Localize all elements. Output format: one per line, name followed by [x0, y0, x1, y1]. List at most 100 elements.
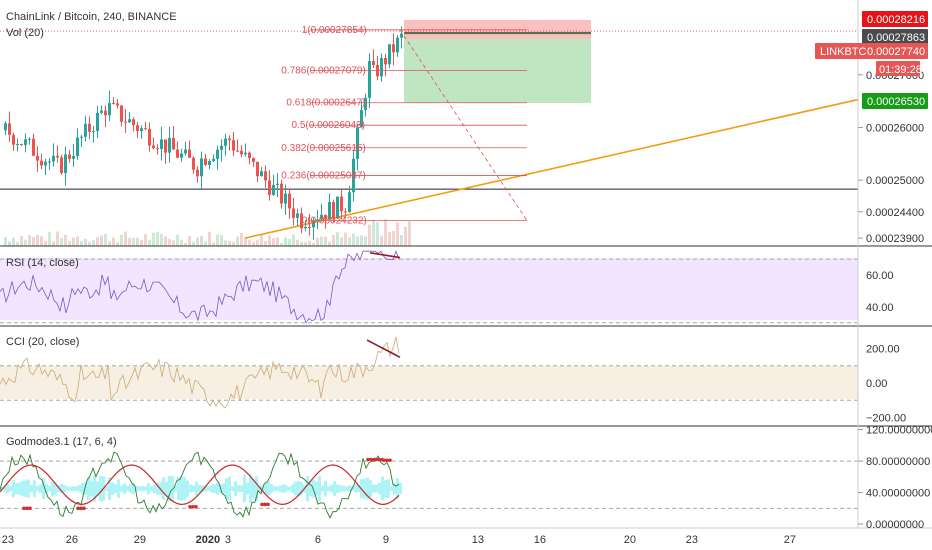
godmode-histogram-bar — [333, 481, 336, 497]
rsi-title: RSI (14, close) — [6, 257, 79, 269]
volume-bar — [136, 237, 139, 246]
candle — [236, 150, 239, 152]
candle — [224, 138, 227, 146]
candle — [108, 103, 111, 116]
rsi-tick: 40.00 — [866, 302, 894, 314]
candle — [48, 161, 51, 163]
volume-bar — [44, 240, 47, 246]
price-pane[interactable]: 1(0.00027854) 0.786(0.00027079) 0.618(0.00… — [0, 25, 859, 246]
candle — [12, 134, 15, 145]
candle — [88, 123, 91, 132]
volume-bar — [224, 240, 227, 246]
godmode-histogram-bar — [156, 482, 159, 495]
godmode-histogram-bar — [309, 480, 312, 497]
volume-bar — [308, 240, 311, 246]
time-tick: 26 — [66, 534, 78, 546]
godmode-pane[interactable] — [0, 451, 858, 519]
godmode-histogram-bar — [81, 483, 84, 495]
cci-pane[interactable] — [0, 336, 858, 409]
cci-band — [0, 366, 858, 399]
godmode-histogram-bar — [45, 483, 48, 494]
candle — [192, 157, 195, 170]
candle — [152, 145, 155, 149]
candle — [400, 33, 403, 38]
godmode-title: Godmode3.1 (17, 6, 4) — [6, 436, 117, 448]
volume-bar — [204, 241, 207, 246]
godmode-histogram-bar — [60, 484, 63, 494]
volume-bar — [316, 237, 319, 246]
trendline — [244, 98, 859, 239]
godmode-histogram-bar — [117, 479, 120, 498]
time-tick: 13 — [472, 534, 484, 546]
godmode-histogram-bar — [105, 486, 108, 492]
volume-bar — [256, 240, 259, 246]
time-tick: 2020 — [196, 534, 220, 546]
godmode-histogram-bar — [390, 486, 393, 492]
candle — [84, 123, 87, 137]
candle — [392, 44, 395, 53]
godmode-histogram-bar — [72, 486, 75, 492]
godmode-histogram-bar — [234, 481, 237, 497]
candle — [156, 148, 159, 150]
volume-bar — [364, 236, 367, 246]
volume-bar — [400, 235, 403, 246]
godmode-histogram-bar — [324, 480, 327, 497]
godmode-histogram-bar — [180, 476, 183, 501]
rsi-pane[interactable] — [0, 249, 858, 324]
volume-bar — [196, 237, 199, 246]
volume-bar — [108, 241, 111, 246]
svg-text:LINKBTC: LINKBTC — [820, 46, 867, 58]
candle — [104, 110, 107, 116]
volume-bar — [176, 234, 179, 246]
godmode-histogram-bar — [87, 477, 90, 500]
godmode-histogram-bar — [270, 483, 273, 494]
godmode-signal-dot — [260, 502, 264, 507]
godmode-histogram-bar — [231, 486, 234, 491]
candle — [356, 127, 359, 159]
godmode-histogram-bar — [114, 484, 117, 494]
volume-bar — [52, 241, 55, 246]
godmode-histogram-bar — [267, 481, 270, 496]
candle — [180, 153, 183, 158]
candle — [168, 137, 171, 153]
volume-bar — [68, 240, 71, 246]
rsi-divergence-line — [369, 251, 401, 259]
godmode-tick: 120.00000000 — [866, 425, 932, 437]
volume-bar — [168, 239, 171, 246]
svg-text:0.00027863: 0.00027863 — [867, 32, 925, 44]
godmode-histogram-bar — [0, 486, 3, 491]
candle — [380, 58, 383, 77]
godmode-histogram-bar — [12, 480, 15, 498]
godmode-histogram-bar — [222, 483, 225, 494]
godmode-signal-dot — [366, 457, 370, 462]
candle — [8, 123, 11, 135]
target-price-tag: 0.00026530 — [862, 93, 928, 109]
volume-bar — [360, 235, 363, 246]
candle — [124, 121, 127, 123]
godmode-histogram-bar — [312, 479, 315, 498]
godmode-histogram-bar — [150, 486, 153, 492]
fib-trend-line — [399, 29, 528, 221]
cci-tick: 0.00 — [866, 378, 887, 390]
godmode-signal-dot — [377, 457, 381, 462]
volume-bar — [388, 231, 391, 246]
godmode-histogram-bar — [396, 478, 399, 500]
volume-bar — [152, 232, 155, 246]
candle — [20, 143, 23, 146]
godmode-histogram-bar — [213, 484, 216, 494]
volume-bar — [104, 233, 107, 246]
rsi-line — [0, 249, 400, 324]
fib-level-label: 1(0.00027854) — [302, 25, 367, 36]
price-tick: 0.00023900 — [866, 233, 924, 245]
candle — [144, 128, 147, 130]
godmode-signal-dot — [374, 457, 378, 462]
godmode-signal-dot — [76, 506, 80, 511]
volume-bar — [276, 237, 279, 246]
volume-bar — [372, 219, 375, 246]
volume-bar — [212, 242, 215, 246]
candle — [28, 138, 31, 140]
candle — [268, 180, 271, 195]
godmode-signal-dot — [194, 504, 198, 509]
volume-bar — [20, 235, 23, 246]
